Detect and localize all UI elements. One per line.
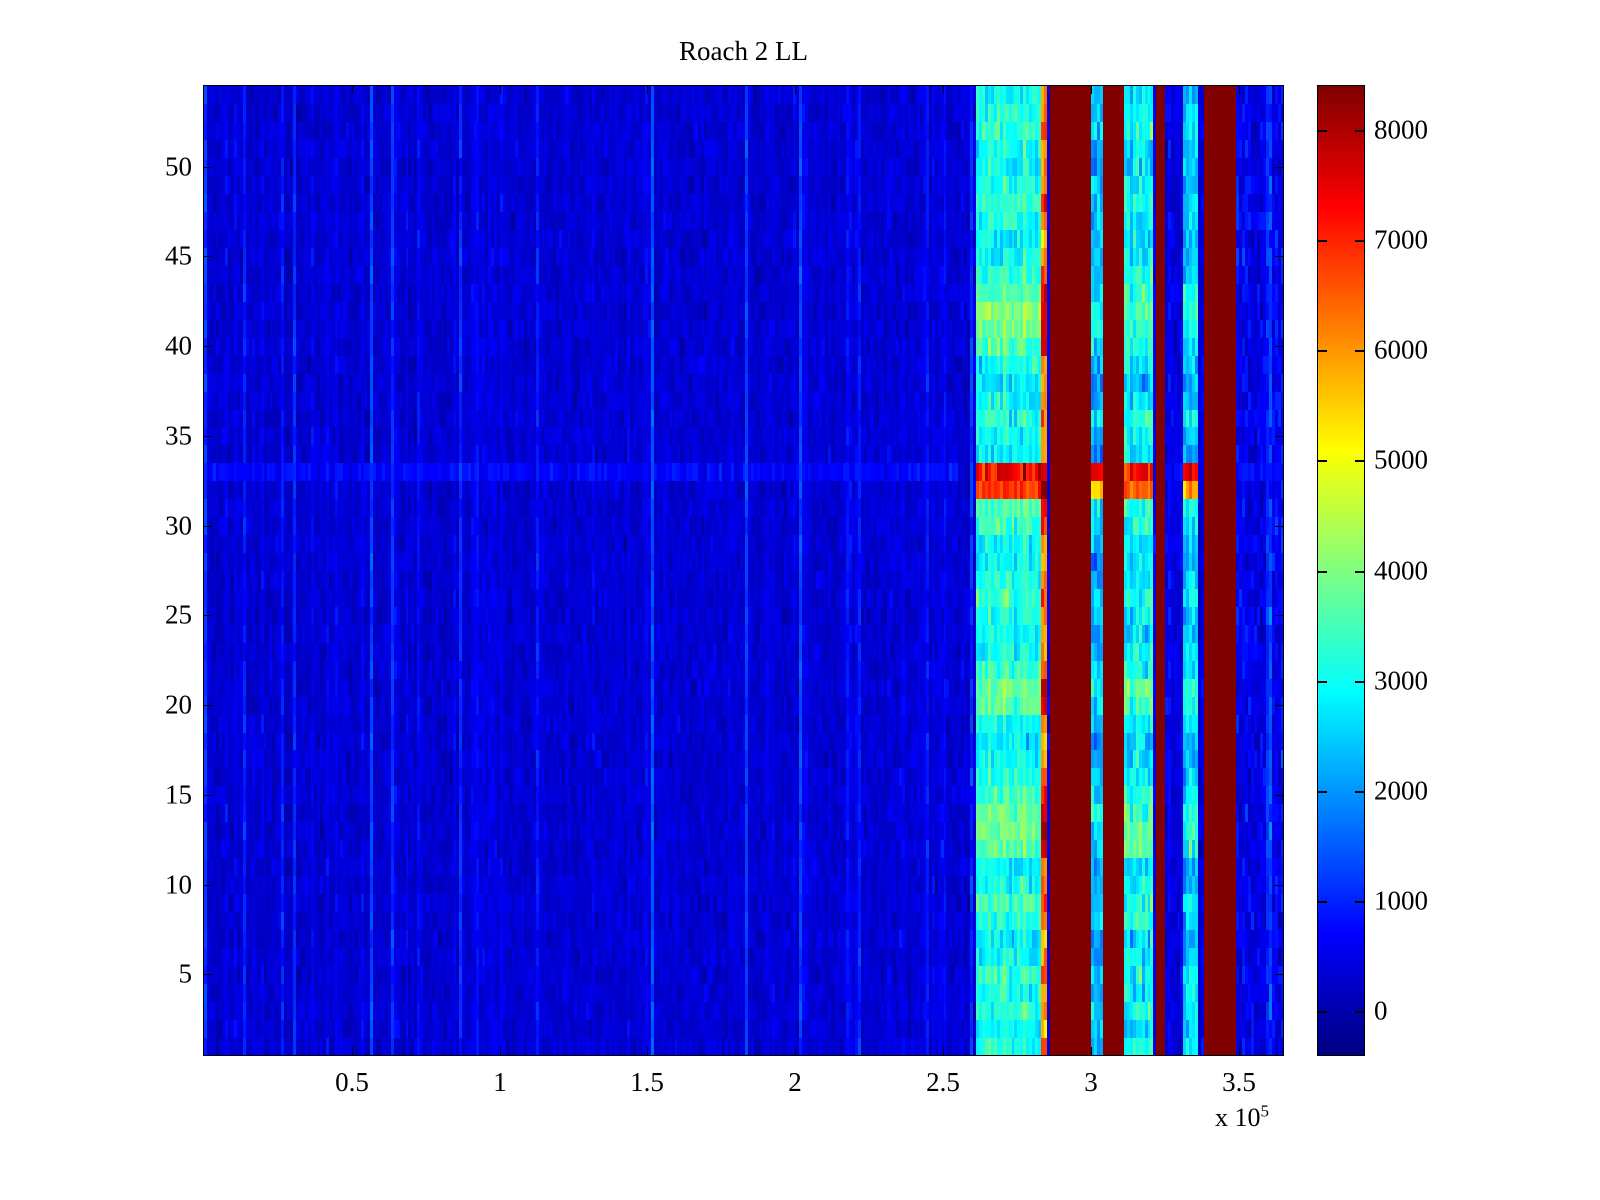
y-tick-9 [204, 167, 212, 168]
colorbar-tick-left-7 [1318, 240, 1327, 242]
x-tick-top-3 [795, 86, 796, 94]
y-tick-8 [204, 256, 212, 257]
y-tick-2 [204, 795, 212, 796]
colorbar-tick-right-2 [1355, 791, 1364, 793]
colorbar-label-2: 2000 [1374, 775, 1428, 806]
colorbar-tick-left-2 [1318, 791, 1327, 793]
y-tick-right-7 [1275, 346, 1283, 347]
colorbar-label-4: 4000 [1374, 555, 1428, 586]
colorbar-label-3: 3000 [1374, 665, 1428, 696]
x-axis-exponent-prefix: x 10 [1215, 1103, 1261, 1132]
x-tick-label-2: 1.5 [630, 1067, 664, 1097]
y-tick-1 [204, 885, 212, 886]
x-tick-2 [647, 1047, 648, 1055]
x-tick-top-4 [943, 86, 944, 94]
x-axis-exponent-power: 5 [1260, 1101, 1270, 1121]
x-axis-exponent-label: x 105 [1215, 1102, 1269, 1132]
page-title: Roach 2 LL [679, 36, 808, 66]
colorbar-tick-left-1 [1318, 901, 1327, 903]
x-tick-1 [500, 1047, 501, 1055]
y-tick-label-9: 50 [165, 151, 192, 182]
colorbar-label-0: 0 [1374, 995, 1388, 1026]
x-tick-top-5 [1091, 86, 1092, 94]
colorbar-tick-left-6 [1318, 350, 1327, 352]
x-tick-label-4: 2.5 [926, 1067, 960, 1097]
colorbar-axes[interactable] [1317, 85, 1365, 1056]
colorbar-tick-right-5 [1355, 460, 1364, 462]
x-tick-top-0 [352, 86, 353, 94]
colorbar-tick-right-8 [1355, 130, 1364, 132]
colorbar-tick-right-4 [1355, 571, 1364, 573]
y-tick-label-8: 45 [165, 240, 192, 271]
colorbar-gradient [1318, 86, 1364, 1055]
colorbar-tick-left-8 [1318, 130, 1327, 132]
colorbar-tick-right-1 [1355, 901, 1364, 903]
y-tick-right-1 [1275, 885, 1283, 886]
colorbar-tick-left-4 [1318, 571, 1327, 573]
colorbar-label-5: 5000 [1374, 444, 1428, 475]
y-tick-right-6 [1275, 436, 1283, 437]
y-tick-right-9 [1275, 167, 1283, 168]
x-tick-3 [795, 1047, 796, 1055]
colorbar-tick-right-0 [1355, 1011, 1364, 1013]
colorbar-tick-right-7 [1355, 240, 1364, 242]
colorbar-label-1: 1000 [1374, 885, 1428, 916]
y-tick-3 [204, 705, 212, 706]
y-tick-label-4: 25 [165, 599, 192, 630]
colorbar-label-7: 7000 [1374, 224, 1428, 255]
colorbar-tick-right-3 [1355, 681, 1364, 683]
y-tick-label-3: 20 [165, 689, 192, 720]
colorbar-label-6: 6000 [1374, 334, 1428, 365]
y-tick-right-8 [1275, 256, 1283, 257]
colorbar-label-8: 8000 [1374, 114, 1428, 145]
y-tick-label-6: 35 [165, 420, 192, 451]
y-tick-label-2: 15 [165, 779, 192, 810]
colorbar-tick-left-5 [1318, 460, 1327, 462]
x-tick-label-1: 1 [493, 1067, 507, 1097]
colorbar-tick-left-3 [1318, 681, 1327, 683]
y-tick-right-0 [1275, 974, 1283, 975]
x-tick-label-6: 3.5 [1222, 1067, 1256, 1097]
heatmap-image[interactable] [204, 86, 1283, 1055]
colorbar-tick-left-0 [1318, 1011, 1327, 1013]
y-tick-right-2 [1275, 795, 1283, 796]
x-tick-label-0: 0.5 [335, 1067, 369, 1097]
y-tick-label-0: 5 [178, 958, 193, 989]
y-tick-6 [204, 436, 212, 437]
colorbar[interactable]: 0 1000 2000 3000 4000 5000 6000 7000 8000 [1317, 85, 1428, 1056]
x-tick-4 [943, 1047, 944, 1055]
x-tick-label-3: 2 [788, 1067, 802, 1097]
x-tick-top-2 [647, 86, 648, 94]
y-tick-right-4 [1275, 615, 1283, 616]
y-tick-right-5 [1275, 526, 1283, 527]
x-tick-label-5: 3 [1084, 1067, 1098, 1097]
y-tick-5 [204, 526, 212, 527]
x-tick-top-1 [500, 86, 501, 94]
y-tick-4 [204, 615, 212, 616]
y-tick-label-5: 30 [165, 510, 192, 541]
x-tick-6 [1239, 1047, 1240, 1055]
heatmap-axes[interactable] [203, 85, 1284, 1056]
y-tick-0 [204, 974, 212, 975]
x-tick-0 [352, 1047, 353, 1055]
x-tick-top-6 [1239, 86, 1240, 94]
y-tick-right-3 [1275, 705, 1283, 706]
y-tick-7 [204, 346, 212, 347]
y-tick-label-1: 10 [165, 869, 192, 900]
y-tick-label-7: 40 [165, 330, 192, 361]
x-tick-5 [1091, 1047, 1092, 1055]
colorbar-tick-right-6 [1355, 350, 1364, 352]
